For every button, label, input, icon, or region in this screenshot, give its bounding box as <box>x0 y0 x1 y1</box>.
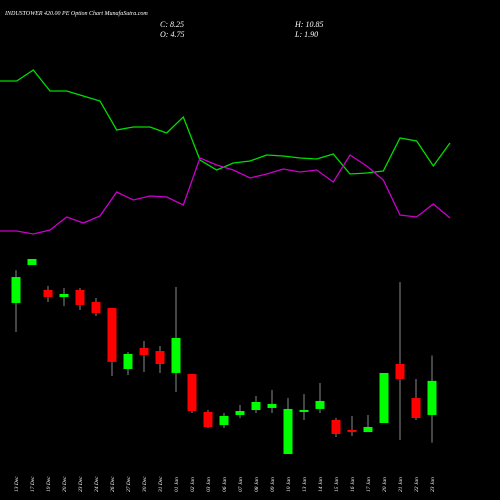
candle-body <box>171 337 181 373</box>
x-tick-label: 10 Jan <box>286 477 292 492</box>
x-tick-label: 13 Dec <box>14 476 20 492</box>
candle-body <box>123 353 133 369</box>
indicator-line <box>0 154 451 235</box>
chart-title: INDUSTOWER 420.00 PE Option Chart Munafa… <box>4 10 148 17</box>
candle-body <box>347 430 357 433</box>
candle-body <box>427 380 437 415</box>
candle-body <box>283 408 293 454</box>
x-tick-label: 27 Dec <box>126 476 132 492</box>
candle-body <box>203 411 213 427</box>
x-tick-label: 30 Dec <box>142 476 148 493</box>
candle-body <box>363 426 373 433</box>
x-tick-label: 15 Jan <box>334 477 340 492</box>
x-tick-label: 22 Jan <box>414 477 420 492</box>
x-tick-label: 17 Dec <box>30 476 36 492</box>
candle-body <box>107 308 117 362</box>
x-tick-label: 24 Dec <box>93 476 100 492</box>
x-tick-label: 09 Jan <box>270 477 276 492</box>
candle-body <box>235 410 245 415</box>
indicator-line <box>0 69 451 175</box>
candle-body <box>43 289 53 298</box>
candle-body <box>59 293 69 298</box>
x-tick-label: 01 Jan <box>174 477 180 492</box>
x-tick-label: 14 Jan <box>317 477 324 492</box>
candle-body <box>379 372 389 423</box>
x-tick-label: 13 Jan <box>302 477 308 492</box>
x-tick-label: 07 Jan <box>238 477 244 492</box>
x-tick-label: 31 Dec <box>158 476 164 493</box>
x-tick-label: 02 Jan <box>190 477 196 492</box>
x-tick-label: 23 Jan <box>430 477 436 492</box>
candle-body <box>75 289 85 306</box>
candle-body <box>27 258 37 266</box>
stat-close: C: 8.25 <box>160 20 184 29</box>
x-tick-label: 23 Dec <box>78 476 84 492</box>
candle-body <box>139 348 149 356</box>
x-tick-label: 26 Dec <box>110 476 116 492</box>
x-tick-label: 19 Dec <box>46 476 52 492</box>
candle-body <box>91 301 101 314</box>
candle-body <box>219 415 229 426</box>
candle-body <box>395 363 405 380</box>
x-tick-label: 21 Jan <box>398 477 404 492</box>
candle-body <box>411 398 421 419</box>
stat-high: H: 10.85 <box>294 20 323 29</box>
x-tick-label: 17 Jan <box>366 477 372 492</box>
candle-body <box>331 419 341 434</box>
x-tick-label: 06 Jan <box>222 477 228 492</box>
x-tick-label: 20 Jan <box>382 477 388 492</box>
x-tick-label: 16 Jan <box>350 477 356 492</box>
candle-body <box>11 277 21 303</box>
candle-body <box>267 403 277 408</box>
candle-body <box>155 351 165 364</box>
x-tick-label: 03 Jan <box>206 477 212 492</box>
stat-low: L: 1.90 <box>294 30 318 39</box>
candle-body <box>299 410 309 412</box>
candle-body <box>251 402 261 411</box>
stat-open: O: 4.75 <box>160 30 184 39</box>
candle-body <box>187 374 197 411</box>
candle-body <box>315 400 325 409</box>
x-tick-label: 20 Dec <box>62 476 68 492</box>
x-tick-label: 08 Jan <box>254 477 260 492</box>
